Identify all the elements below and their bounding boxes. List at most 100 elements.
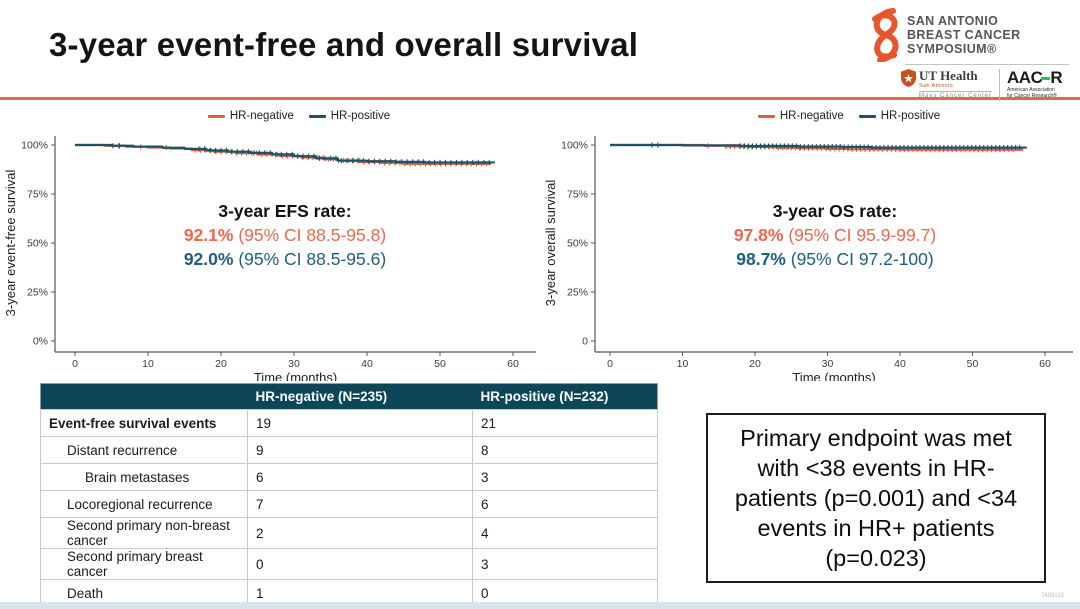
svg-text:50%: 50% [567,238,588,250]
row-label: Event-free survival events [40,409,248,437]
svg-text:75%: 75% [567,189,588,201]
row-label: Second primary breast cancer [40,548,248,580]
os-rate-hr-negative: 97.8% (95% CI 95.9-99.7) [615,223,1055,247]
os-rate-ci: (95% CI 97.2-100) [785,249,934,269]
svg-text:50: 50 [434,358,446,370]
logo-divider [905,64,1069,65]
legend-label: HR-positive [330,110,391,122]
svg-text:20: 20 [749,358,761,370]
os-rate-ci: (95% CI 95.9-99.7) [783,225,937,245]
bottom-accent-bar [0,602,1080,609]
efs-rate-hr-positive: 92.0% (95% CI 88.5-95.6) [60,247,510,271]
cell-hr-negative: 2 [247,517,473,549]
title-divider [0,97,1080,100]
svg-text:100%: 100% [21,140,48,152]
svg-text:30: 30 [822,358,834,370]
cell-hr-negative: 6 [247,463,473,491]
aacr-tag-line2: for Cancer Research® [1007,93,1057,99]
svg-text:60: 60 [1039,358,1051,370]
events-table: HR-negative (N=235) HR-positive (N=232) … [40,383,658,607]
ut-health-campus: San Antonio [919,83,954,89]
aacr-green-bar-icon [1041,77,1051,80]
os-rate-heading: 3-year OS rate: [772,201,898,221]
aacr-letters: AAC [1007,68,1043,87]
svg-text:0: 0 [607,358,613,370]
cell-hr-positive: 3 [472,548,658,580]
aacr-tagline: American Association for Cancer Research… [1007,87,1062,99]
row-label: Second primary non-breast cancer [40,517,248,549]
svg-text:3-year overall survival: 3-year overall survival [543,180,558,307]
logo-block: SAN ANTONIO BREAST CANCER SYMPOSIUM® UT … [863,8,1073,101]
legend-item-hr-negative: HR-negative [207,110,294,122]
efs-rate-ci: (95% CI 88.5-95.8) [233,225,387,245]
svg-text:25%: 25% [27,287,48,299]
aacr-tag-line1: American Association [1007,87,1055,93]
hr-negative-line-icon [757,114,775,118]
table-row: Locoregional recurrence 7 6 [40,490,658,518]
mays-cancer-center-label: Mays Cancer Center [919,91,993,99]
endpoint-line: (p=0.023) [825,545,927,571]
sabcs-logo: SAN ANTONIO BREAST CANCER SYMPOSIUM® [863,8,1073,62]
svg-text:75%: 75% [27,189,48,201]
legend-item-hr-positive: HR-positive [858,110,941,122]
partner-logos: UT Health San Antonio Mays Cancer Center… [901,68,1063,101]
sabcs-ribbon-icon [872,8,899,62]
os-legend: HR-negative HR-positive [540,110,1080,122]
svg-text:25%: 25% [567,287,588,299]
cell-hr-positive: 3 [472,463,658,491]
svg-text:50: 50 [967,358,979,370]
cell-hr-negative: 9 [247,436,473,464]
efs-rate-hr-negative: 92.1% (95% CI 88.5-95.8) [60,223,510,247]
cell-hr-negative: 19 [247,409,473,437]
events-table-header-row: HR-negative (N=235) HR-positive (N=232) [40,383,658,410]
primary-endpoint-box: Primary endpoint was met with <38 events… [706,413,1046,583]
efs-legend: HR-negative HR-positive [0,110,540,122]
logo-divider [999,69,1001,101]
os-rate-value: 97.8% [733,225,784,245]
endpoint-line: events in HR+ patients [757,515,995,541]
svg-text:40: 40 [361,358,373,370]
os-chart: HR-negative HR-positive 0 10 20 30 40 50 60 0 25… [540,103,1080,381]
endpoint-line: Primary endpoint was met [740,425,1012,451]
table-row: Second primary breast cancer 0 3 [40,548,658,580]
svg-text:0: 0 [72,358,78,370]
table-row: Event-free survival events 19 21 [40,409,658,437]
svg-text:50%: 50% [27,238,48,250]
svg-text:30: 30 [288,358,300,370]
aacr-wordmark: AAC R [1007,68,1063,87]
efs-km-plot: 0 10 20 30 40 50 60 0% 25% 50% 75% 100% Time (months… [3,136,536,381]
sabcs-line3: SYMPOSIUM® [907,42,997,56]
hr-positive-line-icon [858,114,876,118]
aacr-logo: AAC R American Association for Cancer Res… [1007,68,1063,99]
svg-text:40: 40 [894,358,906,370]
efs-chart: HR-negative HR-positive 0 10 20 30 40 50 60 0% 2… [0,103,540,381]
hr-positive-line-icon [308,114,326,118]
svg-text:3-year event-free survival: 3-year event-free survival [3,170,18,317]
cell-hr-positive: 6 [472,490,658,518]
cell-hr-positive: 8 [472,436,658,464]
ut-health-text: UT Health San Antonio Mays Cancer Center [919,69,993,99]
events-table-body: Event-free survival events 19 21 Distant… [40,409,658,607]
endpoint-line: with <38 events in HR- [757,455,995,481]
row-label: Brain metastases [40,463,248,491]
os-rate-value: 98.7% [736,249,786,269]
slide-id-footnote: 2409110 [1041,593,1064,599]
legend-label: HR-positive [880,110,941,122]
header-empty [41,384,248,410]
os-rate-annotation: 3-year OS rate: 97.8% (95% CI 95.9-99.7)… [615,199,1055,271]
cell-hr-positive: 21 [472,409,658,437]
efs-rate-ci: (95% CI 88.5-95.6) [233,249,387,269]
legend-label: HR-negative [779,110,844,122]
row-label: Distant recurrence [40,436,248,464]
cell-hr-positive: 4 [472,517,658,549]
table-row: Distant recurrence 9 8 [40,436,658,464]
sabcs-line2: BREAST CANCER [907,28,1021,42]
header-hr-positive: HR-positive (N=232) [480,389,609,404]
efs-rate-value: 92.1% [183,225,234,245]
page-title: 3-year event-free and overall survival [49,26,639,63]
header-hr-negative: HR-negative (N=235) [255,389,388,404]
svg-text:Time (months): Time (months) [792,370,875,381]
os-km-plot: 0 10 20 30 40 50 60 0 25% 50% 75% 100% Time (months)… [543,136,1073,381]
efs-rate-heading: 3-year EFS rate: [218,201,352,221]
